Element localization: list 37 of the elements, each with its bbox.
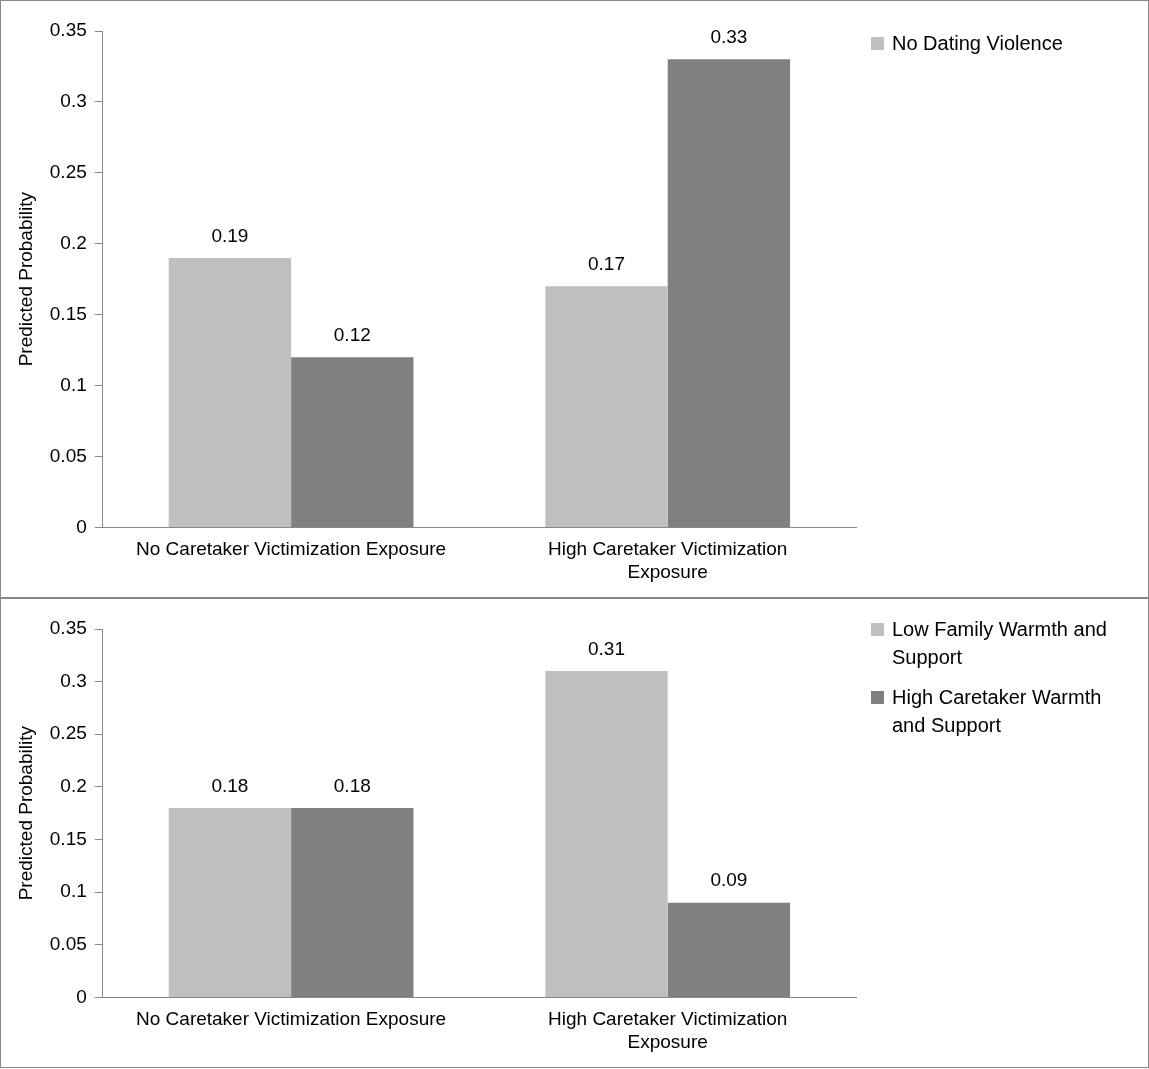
legend-label: High Caretaker Warmth and Support xyxy=(892,685,1103,738)
y-axis-title: Predicted Probability xyxy=(14,191,36,367)
data-label: 0.18 xyxy=(211,774,249,796)
bar xyxy=(545,671,668,997)
y-axis-title: Predicted Probability xyxy=(14,725,36,901)
y-tick-label: 0.1 xyxy=(60,880,87,902)
data-label: 0.31 xyxy=(588,637,625,659)
y-tick-label: 0.3 xyxy=(60,669,87,691)
y-tick-label: 0.1 xyxy=(60,373,87,395)
legend-label: Low Family Warmth and Support xyxy=(892,617,1108,670)
bar xyxy=(545,286,668,527)
y-tick-label: 0.05 xyxy=(49,933,87,955)
bar xyxy=(168,807,292,997)
y-tick-label: 0.05 xyxy=(49,444,87,466)
data-label: 0.17 xyxy=(588,253,625,275)
y-tick-label: 0 xyxy=(76,985,87,1007)
y-tick-label: 0.2 xyxy=(60,775,87,797)
y-tick-label: 0.35 xyxy=(49,19,87,41)
y-tick-label: 0.3 xyxy=(60,90,87,112)
y-tick-label: 0.25 xyxy=(49,722,87,744)
y-tick-label: 0.35 xyxy=(49,617,87,639)
data-label: 0.09 xyxy=(710,869,748,891)
data-label: 0.19 xyxy=(211,224,249,246)
bar xyxy=(168,257,292,527)
y-tick-label: 0.2 xyxy=(60,231,87,253)
x-tick-label: No Caretaker Victimization Exposure xyxy=(136,1008,447,1030)
x-tick-label: No Caretaker Victimization Exposure xyxy=(136,538,447,560)
y-tick-label: 0.15 xyxy=(49,302,87,324)
data-label: 0.18 xyxy=(333,774,371,796)
y-tick-label: 0.25 xyxy=(49,161,87,183)
data-label: 0.12 xyxy=(333,323,371,345)
x-tick-label: High Caretaker Victimization Exposure xyxy=(548,538,788,582)
y-tick-label: 0.15 xyxy=(49,827,87,849)
data-label: 0.33 xyxy=(710,26,748,48)
x-tick-label: High Caretaker Victimization Exposure xyxy=(548,1008,788,1052)
legend-label: No Dating Violence xyxy=(892,31,1063,56)
y-tick-label: 0 xyxy=(76,515,87,537)
